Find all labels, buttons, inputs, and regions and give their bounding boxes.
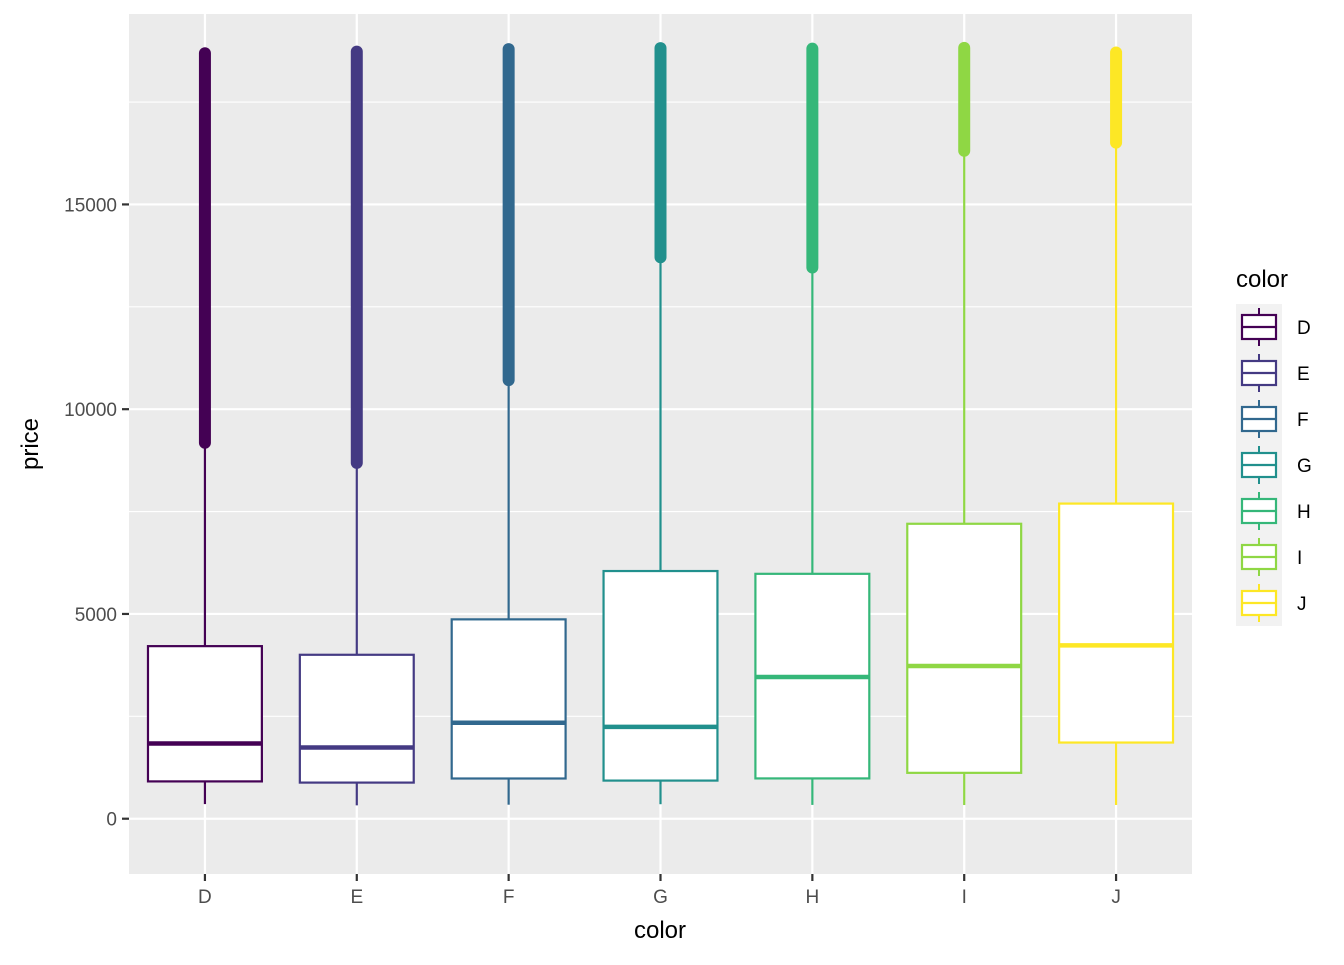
legend-title: color	[1236, 266, 1288, 293]
x-tick-label: G	[653, 887, 668, 908]
box-body-G	[602, 569, 719, 782]
box-body-I	[906, 522, 1023, 774]
x-tick-label: H	[805, 887, 819, 908]
y-axis-title: price	[17, 418, 44, 470]
legend-label: E	[1297, 364, 1310, 385]
legend-item-E: E	[1240, 354, 1310, 392]
legend-label: I	[1297, 548, 1302, 569]
box-G	[602, 42, 719, 805]
legend-item-D: D	[1240, 308, 1311, 346]
x-tick-label: J	[1111, 887, 1121, 908]
legend: color D E F G H I J	[1236, 266, 1312, 626]
y-tick-label: 0	[106, 810, 117, 831]
legend-item-G: G	[1240, 446, 1312, 484]
axes: 0 5000 10000 15000 D E F G H I J	[64, 195, 1121, 908]
y-tick-label: 5000	[75, 605, 117, 626]
box-body-F	[450, 618, 567, 780]
legend-label: F	[1297, 410, 1309, 431]
legend-item-F: F	[1240, 400, 1309, 438]
boxes	[146, 41, 1175, 806]
box-D	[146, 47, 263, 805]
legend-item-H: H	[1240, 492, 1311, 530]
box-body-E	[298, 653, 415, 784]
box-H	[754, 42, 871, 805]
y-tick-label: 15000	[64, 195, 117, 216]
x-tick-label: I	[962, 887, 967, 908]
x-tick-label: D	[198, 887, 212, 908]
box-J	[1058, 46, 1175, 805]
box-body-J	[1058, 502, 1175, 744]
x-axis-title: color	[634, 917, 686, 944]
box-F	[450, 43, 567, 805]
legend-item-I: I	[1240, 538, 1302, 576]
legend-label: D	[1297, 318, 1311, 339]
legend-label: H	[1297, 502, 1311, 523]
x-tick-label: F	[503, 887, 515, 908]
legend-label: G	[1297, 456, 1312, 477]
y-tick-label: 10000	[64, 400, 117, 421]
box-E	[298, 45, 415, 806]
box-body-D	[146, 645, 263, 783]
x-tick-label: E	[350, 887, 363, 908]
legend-label: J	[1297, 594, 1307, 615]
legend-item-J: J	[1240, 584, 1307, 622]
box-I	[906, 41, 1023, 806]
